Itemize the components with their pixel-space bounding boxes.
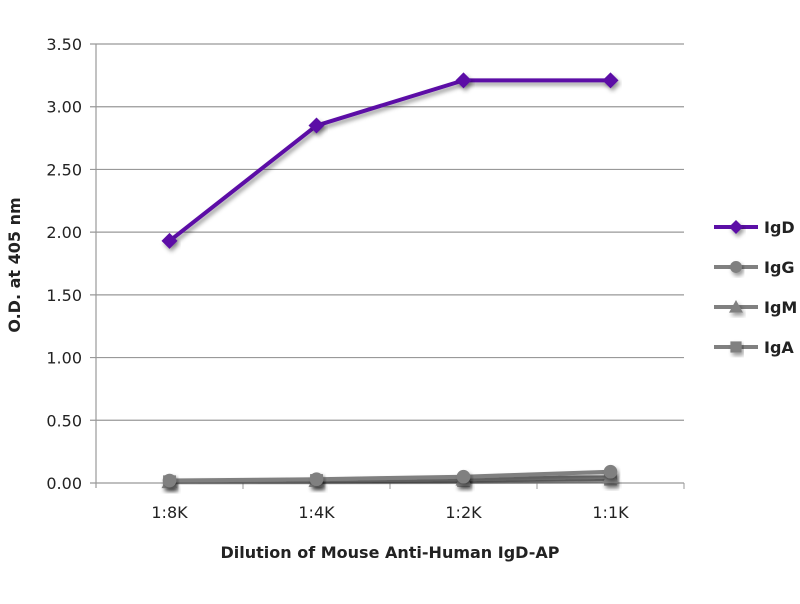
- legend-label: IgD: [764, 218, 795, 237]
- data-point-circle: [456, 469, 471, 484]
- series-line-igd: [168, 78, 611, 243]
- y-tick-label: 3.50: [46, 35, 82, 54]
- x-tick-label: 1:4K: [298, 503, 335, 522]
- x-tick-label: 1:8K: [151, 503, 188, 522]
- data-point-diamond: [602, 72, 619, 89]
- x-tick-label: 1:2K: [445, 503, 482, 522]
- data-point-diamond: [161, 232, 178, 249]
- y-tick-label: 1.50: [46, 286, 82, 305]
- data-point-diamond: [308, 117, 325, 134]
- data-point-triangle: [729, 300, 743, 313]
- x-axis-label: Dilution of Mouse Anti-Human IgD-AP: [221, 543, 560, 562]
- data-point-square: [730, 341, 742, 353]
- data-point-circle: [730, 261, 742, 273]
- data-point-circle: [162, 473, 177, 488]
- y-tick-label: 0.50: [46, 411, 82, 430]
- legend-label: IgA: [764, 338, 794, 357]
- data-point-diamond: [455, 72, 472, 89]
- series-line-igg: [169, 469, 611, 483]
- y-axis-label: O.D. at 405 nm: [5, 197, 24, 332]
- data-point-circle: [603, 464, 618, 479]
- data-point-diamond: [729, 220, 743, 234]
- legend-label: IgM: [764, 298, 797, 317]
- x-tick-label: 1:1K: [592, 503, 629, 522]
- data-point-circle: [309, 472, 324, 487]
- y-tick-label: 2.50: [46, 160, 82, 179]
- y-tick-label: 2.00: [46, 223, 82, 242]
- legend-label: IgG: [764, 258, 795, 277]
- y-tick-label: 3.00: [46, 98, 82, 117]
- y-tick-label: 0.00: [46, 474, 82, 493]
- y-tick-label: 1.00: [46, 349, 82, 368]
